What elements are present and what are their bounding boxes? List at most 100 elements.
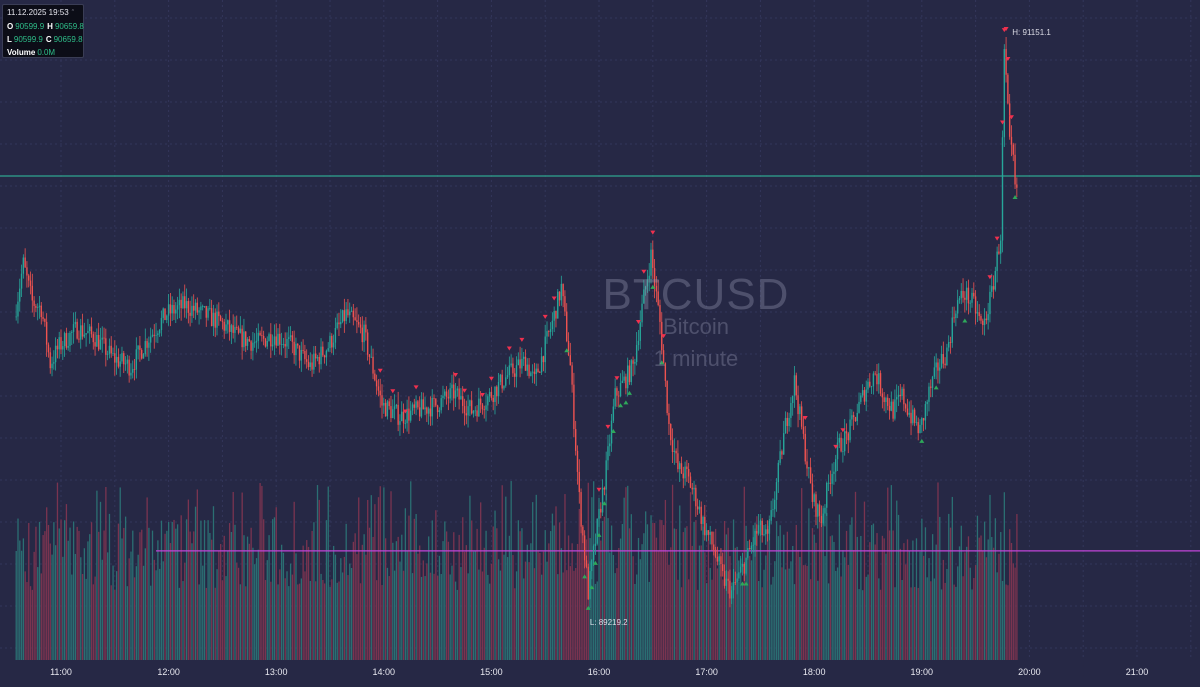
candle-body: [402, 411, 405, 424]
collapse-chevron-icon[interactable]: ˆ: [71, 10, 75, 17]
volume-bar: [549, 531, 552, 660]
candle-body: [815, 494, 817, 517]
sell-signal-marker: [641, 269, 647, 274]
candle-body: [390, 406, 392, 419]
volume-bar: [325, 520, 328, 660]
volume-bar: [641, 544, 643, 660]
volume-bar: [121, 538, 123, 660]
volume-bar: [49, 543, 51, 660]
candle-body: [201, 306, 204, 307]
candle-body: [906, 408, 909, 415]
candle-body: [695, 487, 697, 507]
candle-body: [157, 333, 159, 336]
candle-body: [836, 442, 839, 460]
volume-bar: [609, 552, 611, 660]
candle-body: [996, 251, 998, 271]
volume-bar: [567, 535, 570, 660]
sell-signal-marker: [596, 487, 602, 492]
candle-body: [257, 332, 259, 341]
volume-bar: [33, 551, 35, 660]
candle-body: [262, 335, 265, 339]
candle-body: [506, 375, 509, 378]
candle-body: [85, 333, 87, 335]
time-axis-label: 17:00: [695, 667, 718, 677]
volume-bar: [729, 556, 731, 660]
volume-bar: [962, 576, 964, 660]
buy-signal-marker: [592, 560, 598, 565]
volume-bar: [704, 552, 706, 660]
candle-body: [872, 373, 875, 387]
candle-body: [725, 578, 728, 586]
candle-body: [411, 404, 414, 411]
candle-body: [300, 349, 303, 361]
volume-bar: [709, 567, 711, 660]
candle-body: [818, 504, 821, 516]
candle-body: [282, 344, 285, 345]
volume-bar: [576, 543, 579, 660]
volume-bar: [937, 482, 939, 660]
candle-body: [731, 590, 733, 599]
volume-bar: [327, 486, 329, 660]
candle-body: [372, 356, 374, 374]
candle-body: [696, 506, 699, 510]
candle-body: [345, 309, 347, 322]
candle-body: [203, 306, 206, 307]
candle-body: [530, 372, 532, 377]
close-value: 90659.8: [53, 35, 83, 44]
volume-bar: [827, 583, 830, 660]
open-label: O: [7, 22, 14, 31]
volume-bar: [467, 573, 469, 660]
volume-bar: [322, 579, 324, 660]
candle-body: [209, 308, 211, 310]
volume-bar: [243, 535, 245, 660]
volume-bar: [862, 590, 864, 660]
candle-body: [843, 431, 846, 452]
candle-body: [223, 321, 225, 331]
candle-body: [799, 406, 801, 415]
candle-body: [435, 398, 437, 406]
volume-bar: [29, 586, 32, 660]
volume-bar: [754, 522, 756, 660]
volume-bar: [496, 528, 498, 660]
horizontal-lines[interactable]: [0, 175, 1200, 552]
candle-body: [548, 331, 550, 332]
volume-bar: [603, 516, 606, 660]
volume-bar: [393, 570, 396, 660]
volume-bar: [62, 556, 64, 660]
candle-body: [863, 390, 866, 402]
volume-bar: [277, 584, 279, 660]
candle-body: [106, 353, 109, 355]
candle-body: [36, 307, 39, 308]
volume-bar: [471, 520, 473, 660]
candle-body: [756, 530, 758, 534]
volume-bar: [584, 547, 586, 660]
candle-body: [861, 390, 864, 396]
candle-body: [774, 499, 776, 510]
volume-bar: [973, 577, 975, 660]
candle-body: [558, 291, 561, 301]
candle-body: [375, 380, 378, 387]
volume-bar: [463, 551, 466, 660]
volume-bar: [85, 578, 87, 660]
candle-body: [40, 305, 42, 318]
volume-bar: [989, 494, 991, 660]
candle-body: [458, 388, 460, 400]
candle-body: [277, 333, 279, 346]
volume-bar: [383, 487, 385, 660]
candle-body: [786, 417, 788, 426]
volume-bar: [228, 523, 231, 660]
volume-bar: [917, 587, 919, 660]
candle-body: [74, 321, 77, 325]
candle-body: [960, 290, 962, 299]
volume-bar: [232, 491, 234, 660]
candle-body: [716, 556, 719, 562]
candle-body: [128, 359, 130, 376]
volume-bar: [203, 520, 206, 660]
candle-body: [361, 327, 363, 343]
candle-body: [720, 556, 722, 565]
volume-bar: [542, 551, 545, 660]
candle-body: [677, 453, 679, 470]
volume-bar: [340, 558, 342, 660]
